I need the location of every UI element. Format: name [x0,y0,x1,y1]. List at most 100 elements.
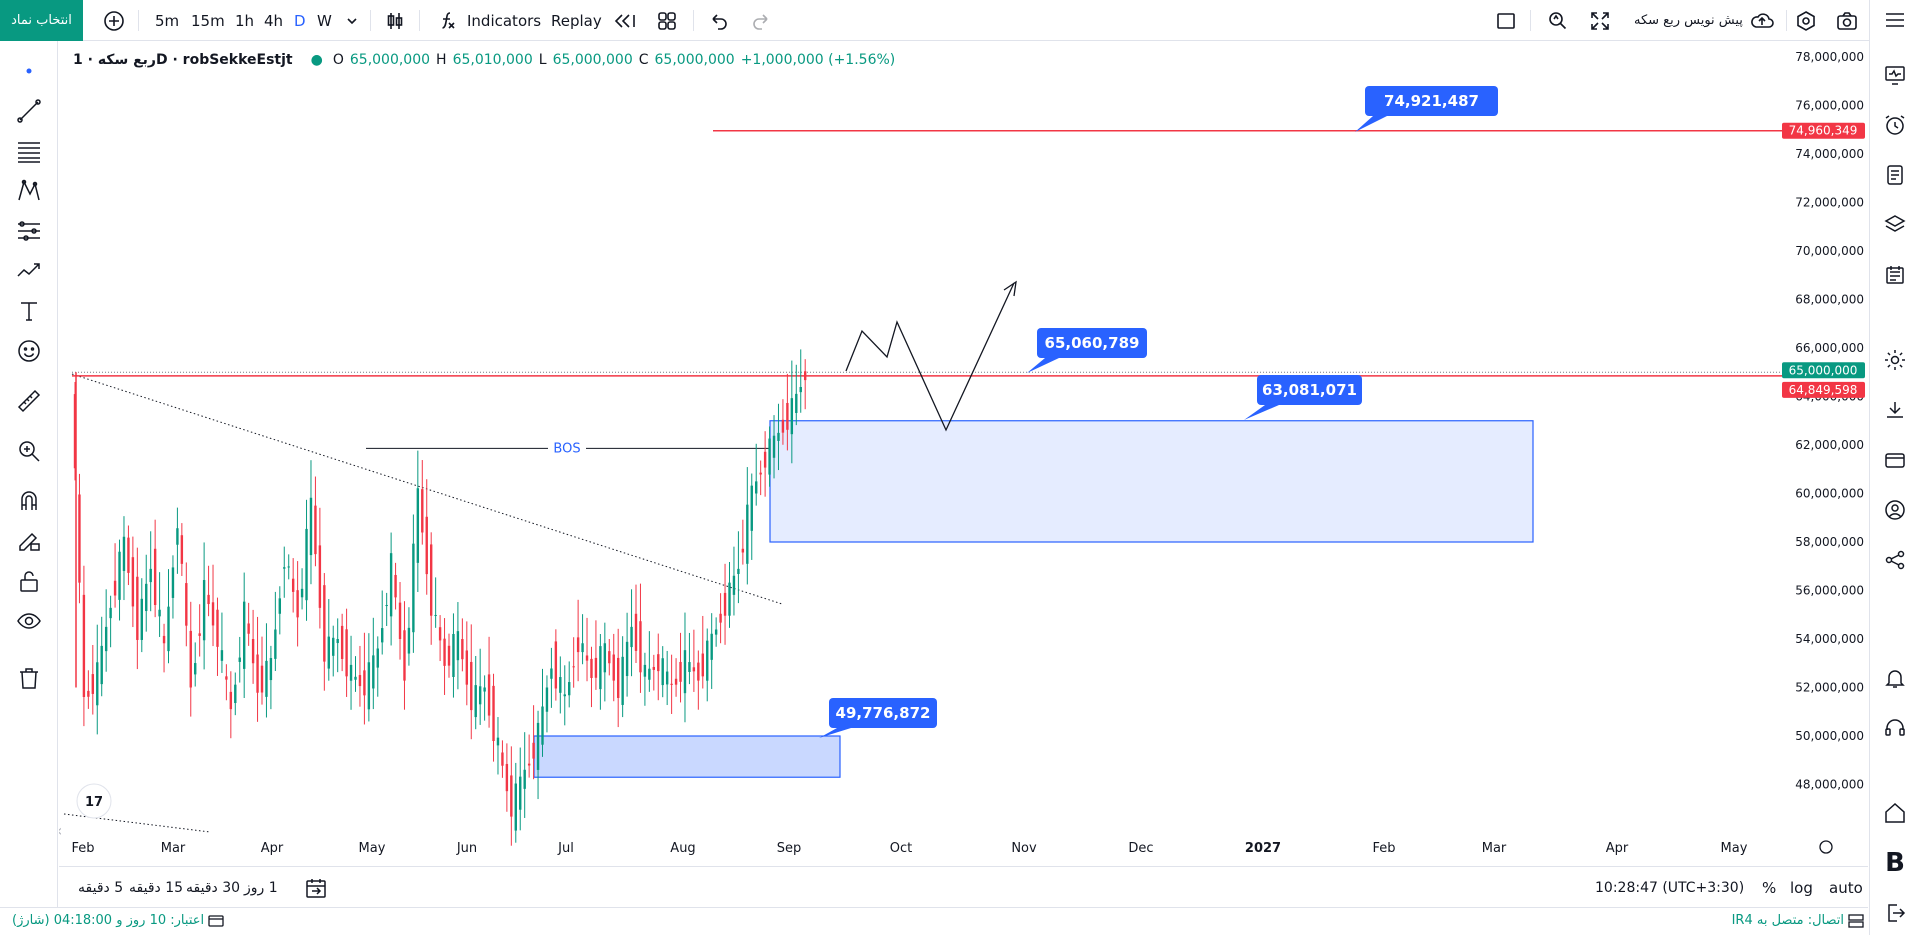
percent-toggle[interactable]: % [1762,878,1777,897]
candle-body [777,432,780,441]
fullscreen-box-button[interactable] [1495,0,1517,41]
fib-tool[interactable] [14,136,44,166]
magnet-tool[interactable] [14,486,44,516]
bell-icon [1885,670,1905,688]
trend-line-tool[interactable] [14,96,44,126]
watchlist-button[interactable] [1880,60,1910,90]
range-1d[interactable]: 1 روز [244,879,278,896]
undo-button[interactable] [709,0,729,41]
log-toggle[interactable]: log [1790,878,1813,897]
support-button[interactable] [1880,713,1910,743]
broker-button[interactable]: B [1880,848,1910,878]
candle-body [474,685,477,718]
text-tool[interactable] [14,296,44,326]
measure-tool[interactable] [14,386,44,416]
y-tick-label: 74,000,000 [1795,147,1864,161]
chart-canvas[interactable]: 48,000,000 50,000,000 52,000,000 54,000,000… [56,41,1868,866]
candle-body [670,683,673,685]
candle-body [563,694,566,697]
range-15m[interactable]: 15 دقیقه [129,879,184,896]
chart-area[interactable]: 48,000,000 50,000,000 52,000,000 54,000,000… [56,41,1868,866]
remove-tool[interactable] [14,663,44,693]
fib-lines-icon [18,142,40,163]
redo-button[interactable] [751,0,771,41]
auto-toggle[interactable]: auto [1829,878,1863,897]
indicators-button[interactable]: Indicators [437,0,541,41]
wallet-button[interactable] [1880,445,1910,475]
cursor-tool[interactable] [14,56,44,86]
home-button[interactable] [1880,798,1910,828]
layers-button[interactable] [1880,210,1910,240]
fullscreen-button[interactable] [1589,0,1611,41]
interval-1h[interactable]: 1h [235,11,255,30]
callout-label: 74,921,487 [1384,92,1479,110]
symbol-search-button[interactable]: انتخاب نماد [0,0,83,41]
legend-low: 65,000,000 [552,52,633,68]
screenshot-button[interactable] [1836,0,1858,41]
interval-w[interactable]: W [317,11,332,30]
add-symbol-button[interactable] [103,0,125,41]
interval-4h[interactable]: 4h [264,11,284,30]
candle-body [519,776,522,810]
share-icon [1885,550,1905,570]
y-tick-label: 60,000,000 [1795,487,1864,501]
goto-date-button[interactable] [304,867,328,908]
clock-display[interactable]: 10:28:47 (UTC+3:30) [1595,879,1745,896]
menu-button[interactable] [1880,5,1910,35]
candle-body [336,639,339,644]
range-5m[interactable]: 5 دقیقه [78,879,124,896]
candle-body [153,548,157,606]
candle-body [104,626,108,652]
interval-d[interactable]: D [294,11,306,30]
broker-b-icon: B [1885,848,1905,878]
candle-body [568,682,571,696]
interval-5m[interactable]: 5m [155,11,180,30]
chart-type-button[interactable] [384,0,406,41]
zoom-tool[interactable] [14,436,44,466]
projection-tool[interactable] [14,216,44,246]
candle-body [327,636,330,669]
candle-body [283,567,286,569]
replay-button[interactable]: Replay [551,0,636,41]
callout-pointer [1355,116,1387,132]
x-tick-label: Mar [1482,841,1507,856]
quick-search-button[interactable] [1547,0,1569,41]
brush-tool[interactable] [14,256,44,286]
stay-drawing-tool[interactable] [14,526,44,556]
connection-status: اتصال: متصل به IR4 [1732,913,1864,928]
pattern-tool[interactable] [14,176,44,206]
candle-body [768,438,771,475]
alerts-button[interactable] [1880,110,1910,140]
candle-body [683,650,687,694]
candle-body [127,537,130,573]
interval-15m[interactable]: 15m [191,11,225,30]
candle-body [714,629,718,635]
profile-button[interactable] [1880,495,1910,525]
notifications-button[interactable] [1880,663,1910,693]
candle-body [198,633,201,636]
notes-button[interactable] [1880,160,1910,190]
lock-tool[interactable] [14,566,44,596]
candle-body [136,576,139,640]
candle-body [728,582,731,616]
emoji-tool[interactable] [14,336,44,366]
candle-body [429,544,433,616]
range-30m[interactable]: 30 دقیقه [186,879,241,896]
publish-button[interactable]: پیش نویس ربع سکه [1634,0,1775,41]
share-button[interactable] [1880,545,1910,575]
legend-symbol[interactable]: ربع سکه · 1D · robSekkeEstjt [73,52,293,68]
candle-body [296,590,299,618]
hide-tool[interactable] [14,606,44,636]
candle-body [701,653,704,677]
interval-dropdown[interactable] [346,0,358,41]
layout-button[interactable] [656,0,678,41]
chart-settings-button[interactable] [1880,345,1910,375]
hexagon-gear-icon [1797,10,1815,31]
download-button[interactable] [1880,395,1910,425]
exit-button[interactable] [1880,898,1910,928]
news-button[interactable] [1880,260,1910,290]
settings-button[interactable] [1795,0,1817,41]
candle-body [630,626,633,648]
candle-body [572,666,575,668]
rewind-icon [614,13,635,28]
